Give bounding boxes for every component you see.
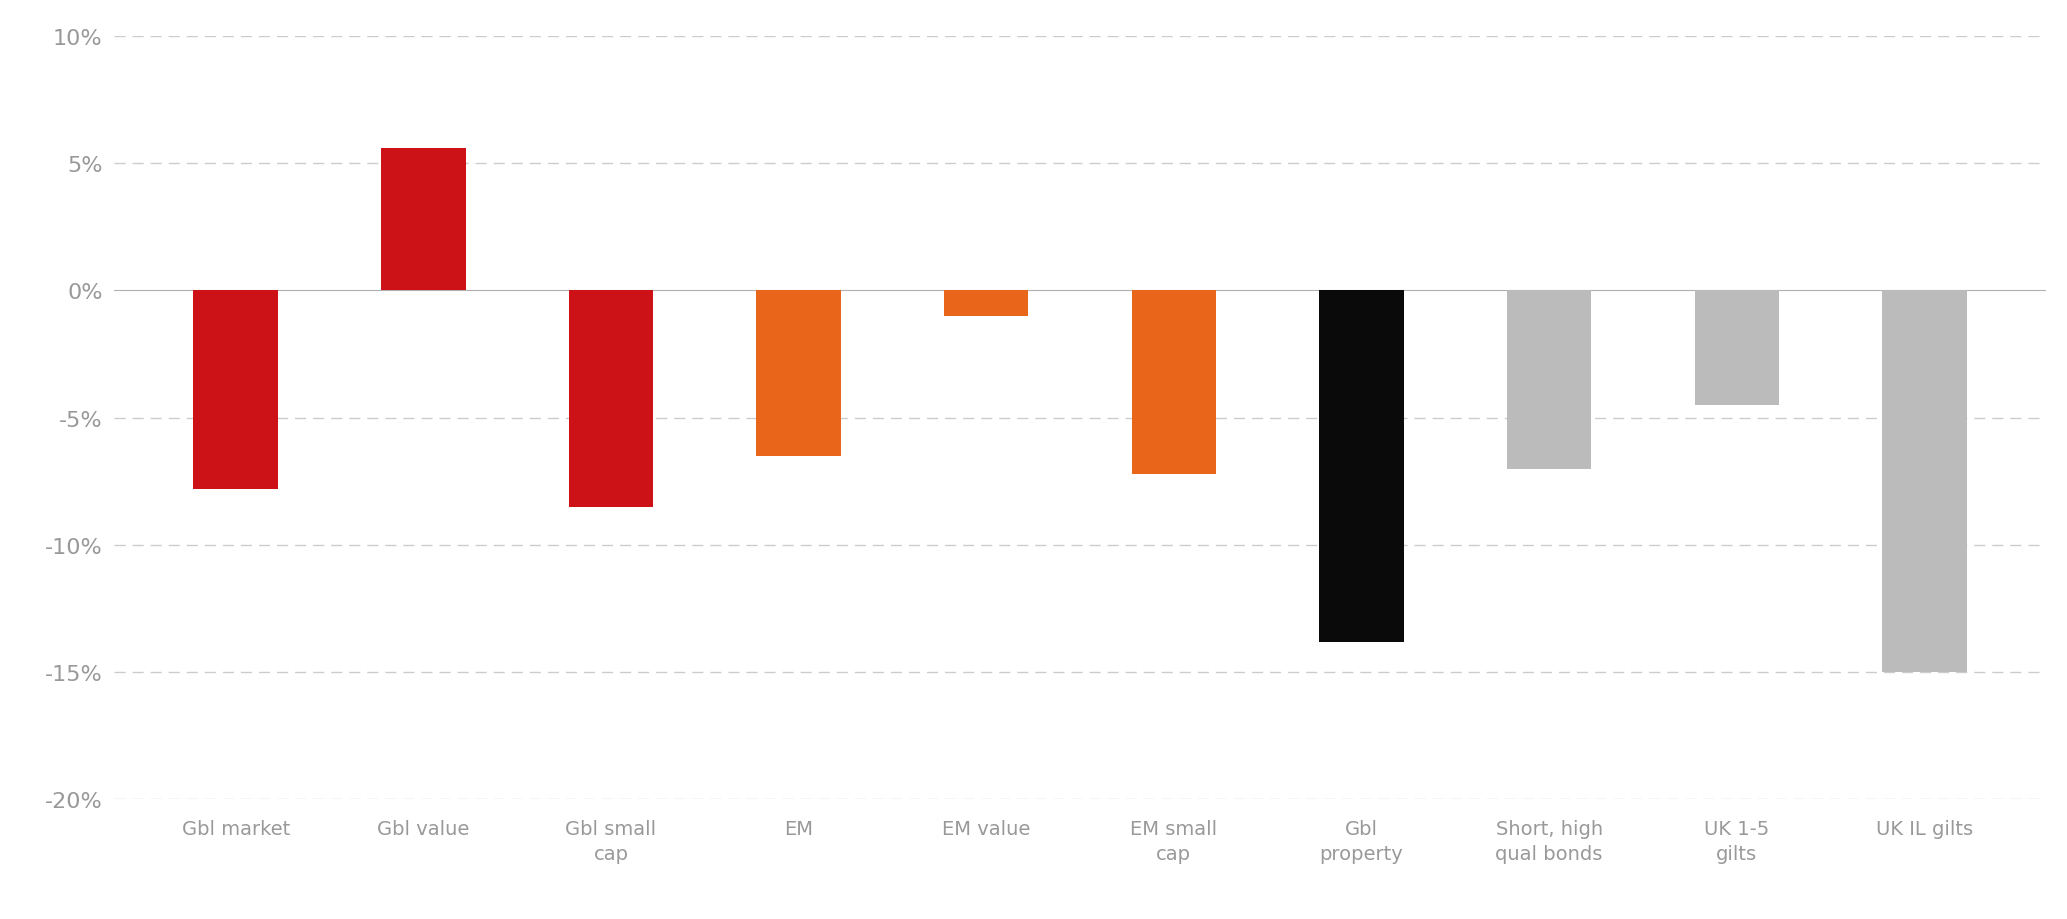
Bar: [757, 291, 841, 456]
Bar: [194, 291, 277, 489]
Bar: [1883, 291, 1966, 673]
Bar: [1695, 291, 1780, 405]
Bar: [1131, 291, 1215, 474]
Bar: [568, 291, 653, 507]
Bar: [1319, 291, 1403, 641]
Bar: [945, 291, 1029, 316]
Bar: [1507, 291, 1592, 469]
Bar: [380, 149, 465, 291]
